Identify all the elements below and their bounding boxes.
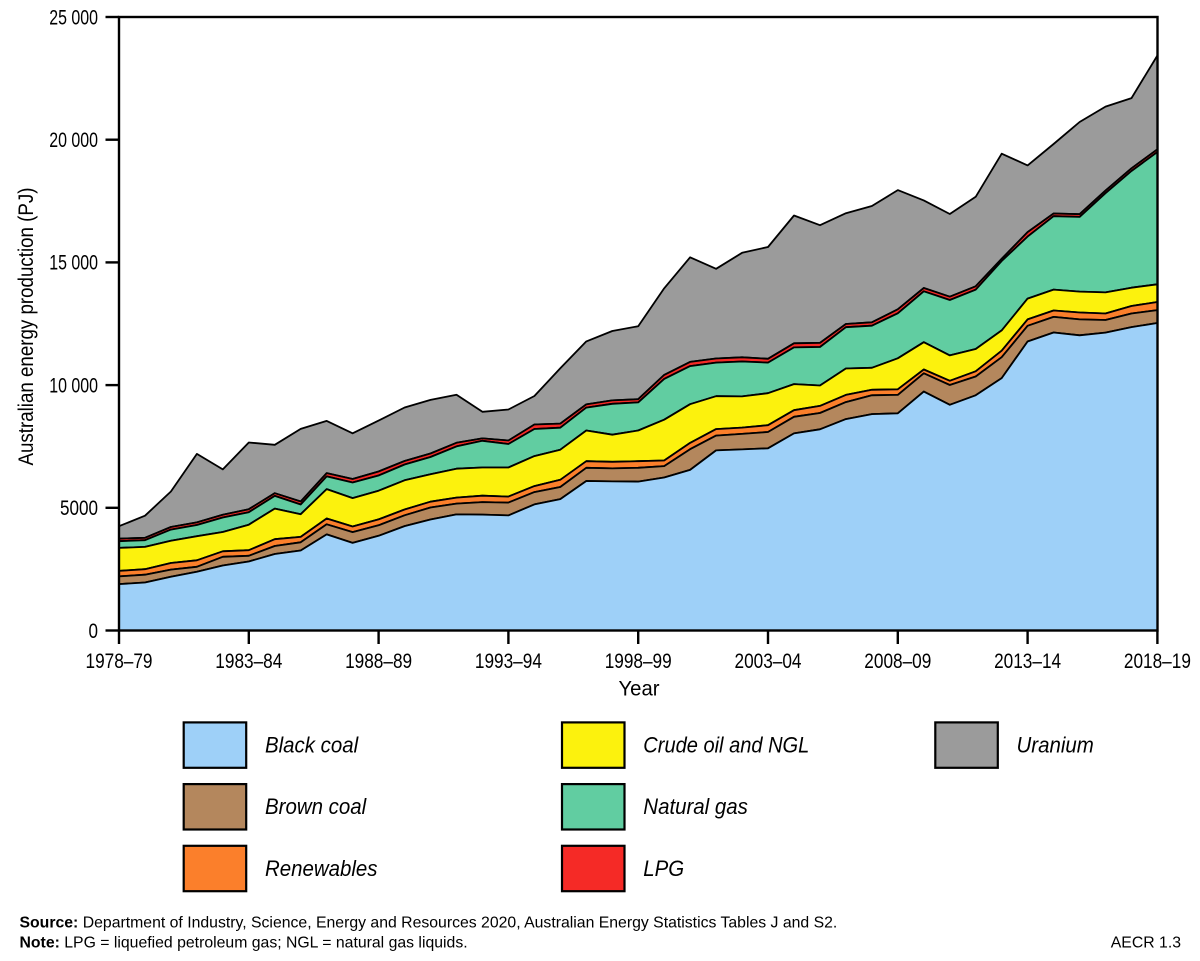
svg-text:1998–99: 1998–99 [605, 650, 672, 673]
svg-text:Renewables: Renewables [265, 856, 378, 881]
svg-text:Uranium: Uranium [1017, 733, 1094, 758]
svg-text:AECR 1.3: AECR 1.3 [1111, 934, 1181, 951]
svg-text:Black coal: Black coal [265, 733, 359, 758]
svg-text:Source: Department of Industry: Source: Department of Industry, Science,… [20, 915, 838, 932]
svg-text:2008–09: 2008–09 [864, 650, 931, 673]
svg-text:5000: 5000 [60, 497, 98, 520]
svg-text:25 000: 25 000 [49, 6, 98, 29]
svg-text:Brown coal: Brown coal [265, 794, 367, 819]
svg-text:2018–19: 2018–19 [1124, 650, 1191, 673]
svg-text:0: 0 [89, 620, 99, 643]
svg-text:LPG: LPG [643, 856, 684, 881]
svg-text:Note: LPG = liquefied petroleu: Note: LPG = liquefied petroleum gas; NGL… [20, 934, 468, 951]
svg-text:15 000: 15 000 [49, 252, 98, 275]
svg-text:1978–79: 1978–79 [86, 650, 153, 673]
svg-text:2003–04: 2003–04 [735, 650, 802, 673]
svg-text:Natural gas: Natural gas [643, 794, 748, 819]
svg-text:1993–94: 1993–94 [475, 650, 542, 673]
svg-text:1983–84: 1983–84 [215, 650, 282, 673]
svg-text:Year: Year [619, 678, 660, 701]
svg-text:Crude oil and NGL: Crude oil and NGL [643, 733, 809, 758]
svg-text:20 000: 20 000 [49, 129, 98, 152]
svg-text:2013–14: 2013–14 [994, 650, 1061, 673]
svg-text:1988–89: 1988–89 [345, 650, 412, 673]
svg-text:Australian energy production (: Australian energy production (PJ) [15, 188, 38, 466]
svg-text:10 000: 10 000 [49, 374, 98, 397]
